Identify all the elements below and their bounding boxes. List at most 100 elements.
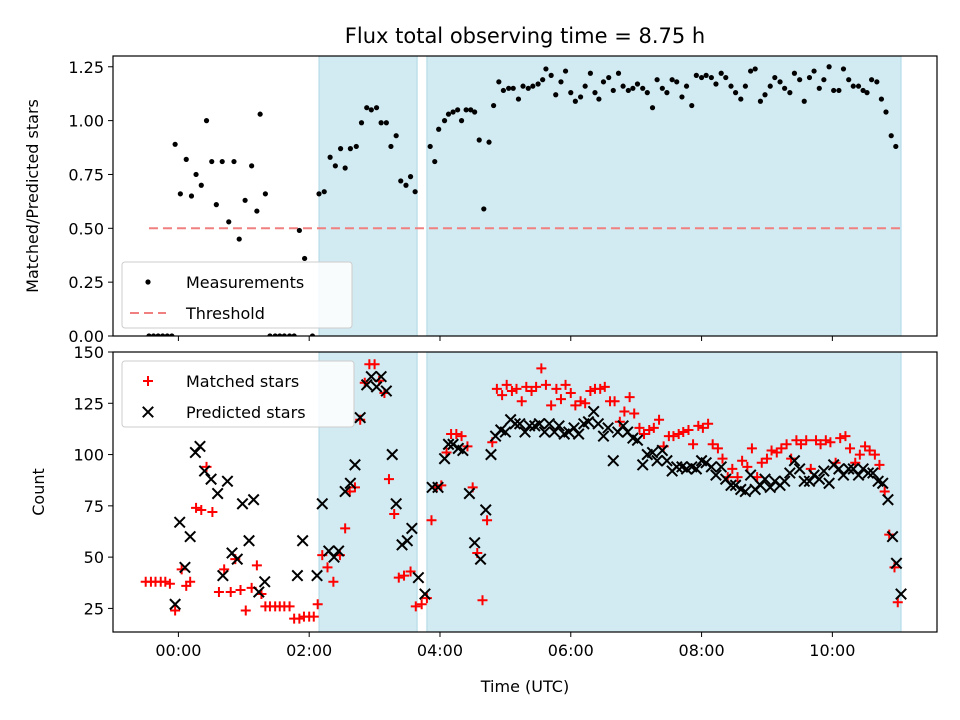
matched-point: [580, 398, 591, 409]
matched-point: [219, 564, 230, 575]
measurement-point: [791, 70, 798, 76]
matched-point: [164, 578, 175, 589]
measurement-point: [242, 197, 248, 203]
bottom-x-axis-ticks: 00:00 02:00 04:00 06:00 08:00 10:00: [155, 632, 855, 660]
matched-point: [405, 566, 416, 577]
measurement-point: [777, 79, 783, 85]
measurement-point: [615, 70, 622, 76]
predicted-point: [513, 417, 526, 430]
matched-point: [196, 504, 207, 515]
predicted-point: [463, 487, 476, 500]
matched-point: [697, 422, 708, 433]
measurement-point: [441, 118, 448, 124]
measurement-point: [267, 333, 273, 336]
x-tick-label: 06:00: [548, 641, 594, 660]
matched-point: [426, 515, 437, 526]
matched-point: [565, 388, 576, 399]
predicted-point: [291, 569, 304, 582]
matched-point: [815, 439, 826, 450]
legend-measurements-marker: [145, 279, 151, 285]
matched-point: [712, 443, 723, 454]
predicted-point: [194, 440, 206, 453]
matched-point: [820, 435, 831, 446]
legend-box: [121, 261, 353, 329]
measurement-point: [226, 219, 232, 225]
measurement-point: [291, 333, 297, 336]
y-tick-label: 50: [84, 548, 104, 567]
predicted-point: [296, 534, 309, 547]
predicted-point: [705, 460, 718, 473]
predicted-point: [405, 522, 418, 535]
x-axis-label: Time (UTC): [480, 677, 569, 696]
matched-point: [585, 385, 596, 396]
measurement-point: [458, 118, 465, 124]
measurement-point: [164, 333, 170, 336]
y-tick-label: 0.50: [68, 219, 104, 238]
predicted-point: [656, 444, 669, 457]
predicted-point: [243, 534, 255, 547]
x-tick-label: 08:00: [679, 641, 725, 660]
matched-point: [383, 474, 394, 485]
legend-matched-marker: [143, 376, 153, 386]
matched-point: [369, 359, 380, 370]
matched-point: [410, 601, 421, 612]
predicted-point: [690, 463, 703, 475]
matched-point: [235, 584, 246, 595]
measurement-point: [634, 81, 641, 87]
measurement-point: [846, 77, 852, 83]
predicted-point: [587, 405, 600, 418]
matched-point: [693, 420, 704, 431]
measurement-point: [172, 141, 178, 147]
matched-point: [511, 383, 522, 394]
top-x-axis-ticks: [177, 336, 833, 341]
measurement-point: [445, 111, 452, 117]
measurement-point: [155, 333, 161, 336]
measurement-point: [193, 171, 199, 178]
measurement-point: [332, 163, 338, 169]
measurement-point: [582, 83, 588, 89]
predicted-point: [867, 467, 879, 479]
predicted-point: [533, 417, 546, 430]
measurement-point: [782, 85, 788, 91]
predicted-point: [832, 463, 845, 475]
measurement-point: [378, 120, 384, 126]
matched-point: [648, 422, 659, 433]
matched-point: [213, 587, 224, 597]
predicted-point: [798, 475, 811, 488]
measurement-point: [664, 90, 670, 96]
shaded-range-2: [426, 351, 902, 633]
matched-point: [776, 443, 787, 454]
predicted-point: [886, 530, 899, 543]
measurement-point: [316, 191, 322, 197]
y-tick-label: 0.00: [68, 327, 104, 346]
y-tick-label: 125: [73, 394, 104, 413]
measurement-point: [772, 74, 778, 81]
matched-point: [717, 453, 728, 464]
predicted-point: [793, 463, 806, 475]
measurement-point: [272, 333, 278, 336]
measurement-point: [757, 98, 764, 104]
measurement-point: [364, 105, 370, 111]
predicted-point: [568, 421, 580, 434]
matched-point: [892, 597, 903, 608]
matched-point: [879, 486, 890, 497]
x-tick-label: 02:00: [286, 641, 332, 660]
predicted-point: [365, 370, 378, 383]
predicted-point: [390, 497, 403, 510]
matched-point: [781, 439, 792, 450]
measurement-point: [450, 109, 456, 115]
measurement-point: [150, 333, 157, 336]
measurement-point: [219, 158, 225, 165]
measurement-point: [236, 236, 242, 242]
measurement-point: [535, 81, 541, 87]
measurement-point: [436, 126, 442, 132]
measurement-point: [659, 85, 665, 91]
y-tick-label: 1.00: [68, 112, 104, 131]
measurement-point: [296, 227, 302, 234]
measurement-point: [644, 90, 650, 96]
predicted-point: [360, 378, 373, 391]
predicted-point: [890, 557, 903, 570]
matched-point: [727, 463, 738, 474]
shaded-range-2: [426, 55, 902, 337]
predicted-point: [216, 569, 229, 582]
